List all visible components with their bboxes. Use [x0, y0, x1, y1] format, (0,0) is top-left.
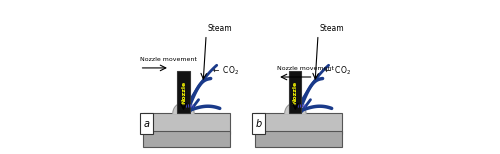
- Bar: [140, 113, 153, 134]
- Text: a: a: [144, 119, 150, 129]
- Bar: [254, 132, 342, 147]
- Bar: [178, 71, 190, 113]
- Text: Nozzle movement: Nozzle movement: [140, 57, 196, 62]
- Text: Steam: Steam: [320, 24, 344, 33]
- Bar: [142, 113, 231, 134]
- Text: Nozzle: Nozzle: [293, 81, 298, 104]
- Bar: [142, 132, 231, 147]
- Bar: [290, 71, 302, 113]
- Polygon shape: [173, 103, 194, 113]
- Text: Nozzle: Nozzle: [181, 81, 186, 104]
- Text: Nozzle movement: Nozzle movement: [277, 66, 334, 71]
- Text: $\leftarrow$ CO$_2$: $\leftarrow$ CO$_2$: [210, 65, 239, 77]
- Bar: [254, 113, 342, 134]
- Bar: [252, 113, 265, 134]
- Text: $\leftarrow$ CO$_2$: $\leftarrow$ CO$_2$: [322, 65, 350, 77]
- Text: b: b: [255, 119, 262, 129]
- Polygon shape: [285, 103, 306, 113]
- Text: Steam: Steam: [208, 24, 233, 33]
